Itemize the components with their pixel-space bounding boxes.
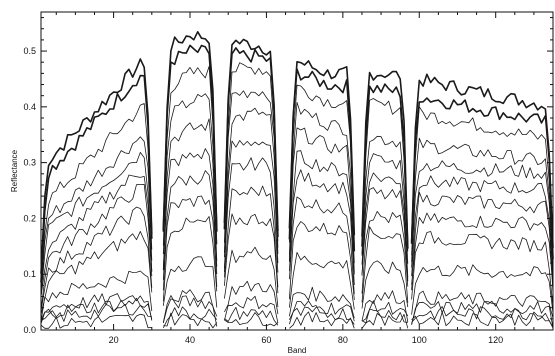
- series-line: [162, 118, 218, 271]
- series-line: [162, 66, 218, 246]
- series-line: [361, 290, 409, 322]
- y-tick-label: 0.1: [23, 269, 36, 279]
- tick-group: 20 40 60 80 100 120 0.0 0.1 0.2 0.3 0.4 0.5: [23, 12, 553, 345]
- y-tick-label: 0.3: [23, 158, 36, 168]
- y-tick-label: 0.4: [23, 102, 36, 112]
- series-line: [40, 58, 153, 274]
- series-line: [361, 172, 409, 282]
- series-line: [361, 187, 409, 279]
- series-line: [361, 260, 409, 309]
- series-line: [361, 135, 409, 264]
- series-line: [411, 306, 554, 328]
- series-line: [289, 311, 355, 329]
- series-line: [40, 270, 153, 323]
- series-line: [162, 195, 218, 291]
- series-line: [224, 246, 279, 308]
- series-line: [411, 290, 554, 325]
- series-line: [40, 293, 153, 321]
- series-line: [361, 70, 409, 249]
- series-line: [289, 102, 355, 264]
- series-line: [288, 60, 356, 236]
- series-line: [411, 311, 554, 329]
- series-line: [289, 127, 355, 273]
- series-line: [40, 230, 153, 315]
- y-tick-label: 0.2: [23, 213, 36, 223]
- series-line: [40, 183, 153, 311]
- series-line: [410, 97, 554, 260]
- series-line: [40, 174, 153, 297]
- series-line: [162, 170, 218, 280]
- series-line: [40, 303, 152, 322]
- series-line: [40, 151, 153, 296]
- series-line: [411, 191, 554, 294]
- series-line: [162, 216, 218, 302]
- series-line: [162, 30, 218, 232]
- series-line: [411, 106, 554, 260]
- series-line: [361, 83, 409, 249]
- series-line: [162, 295, 218, 327]
- series-line: [223, 38, 279, 232]
- series-line: [289, 221, 355, 301]
- series-line: [224, 185, 279, 288]
- x-axis-label: Band: [288, 346, 307, 355]
- x-tick-label: 100: [412, 335, 427, 345]
- series-line: [289, 306, 355, 325]
- series-line: [411, 212, 554, 288]
- series-line: [224, 140, 279, 273]
- series-line: [289, 286, 355, 319]
- series-line: [288, 68, 356, 252]
- series-line: [361, 312, 409, 329]
- series-line: [289, 150, 355, 275]
- series-line: [411, 231, 554, 308]
- series-line: [224, 280, 279, 315]
- x-tick-label: 40: [185, 335, 195, 345]
- x-tick-label: 120: [488, 335, 503, 345]
- series-line: [224, 306, 279, 326]
- series-line: [40, 206, 153, 312]
- y-tick-label: 0.5: [23, 46, 36, 56]
- series-line: [40, 313, 152, 329]
- y-tick-label: 0.0: [23, 325, 36, 335]
- y-axis-label: Reflectance: [10, 149, 19, 192]
- series-line: [40, 103, 153, 293]
- series-line: [361, 210, 409, 294]
- series-line: [224, 62, 279, 243]
- series-line: [163, 312, 218, 329]
- series-line: [223, 47, 279, 238]
- series-line: [289, 196, 355, 295]
- series-line: [162, 93, 218, 255]
- x-tick-label: 80: [338, 335, 348, 345]
- series-line: [162, 289, 218, 324]
- series-line: [411, 175, 554, 281]
- series-line: [224, 213, 279, 294]
- series-line: [411, 160, 554, 277]
- series-line: [40, 136, 153, 297]
- x-tick-label: 20: [109, 335, 119, 345]
- series-line: [361, 226, 409, 303]
- series-line: [361, 308, 408, 329]
- series-line: [289, 251, 355, 310]
- series-line: [411, 264, 554, 315]
- series-line: [289, 169, 355, 286]
- series-line: [289, 84, 355, 246]
- series-line: [224, 107, 279, 258]
- series-line: [289, 300, 355, 322]
- x-tick-label: 60: [261, 335, 271, 345]
- series-line: [410, 73, 554, 248]
- series-line: [40, 74, 153, 283]
- series-group: [40, 30, 554, 329]
- series-line: [224, 295, 279, 323]
- plot-frame: [40, 11, 554, 331]
- series-line: [361, 153, 409, 278]
- series-line: [361, 98, 409, 256]
- series-line: [224, 312, 279, 327]
- series-line: [162, 256, 218, 308]
- series-line: [40, 297, 153, 324]
- series-line: [162, 148, 218, 270]
- series-line: [224, 90, 279, 253]
- series-line: [411, 137, 554, 268]
- series-line: [224, 157, 279, 273]
- series-line: [162, 44, 218, 232]
